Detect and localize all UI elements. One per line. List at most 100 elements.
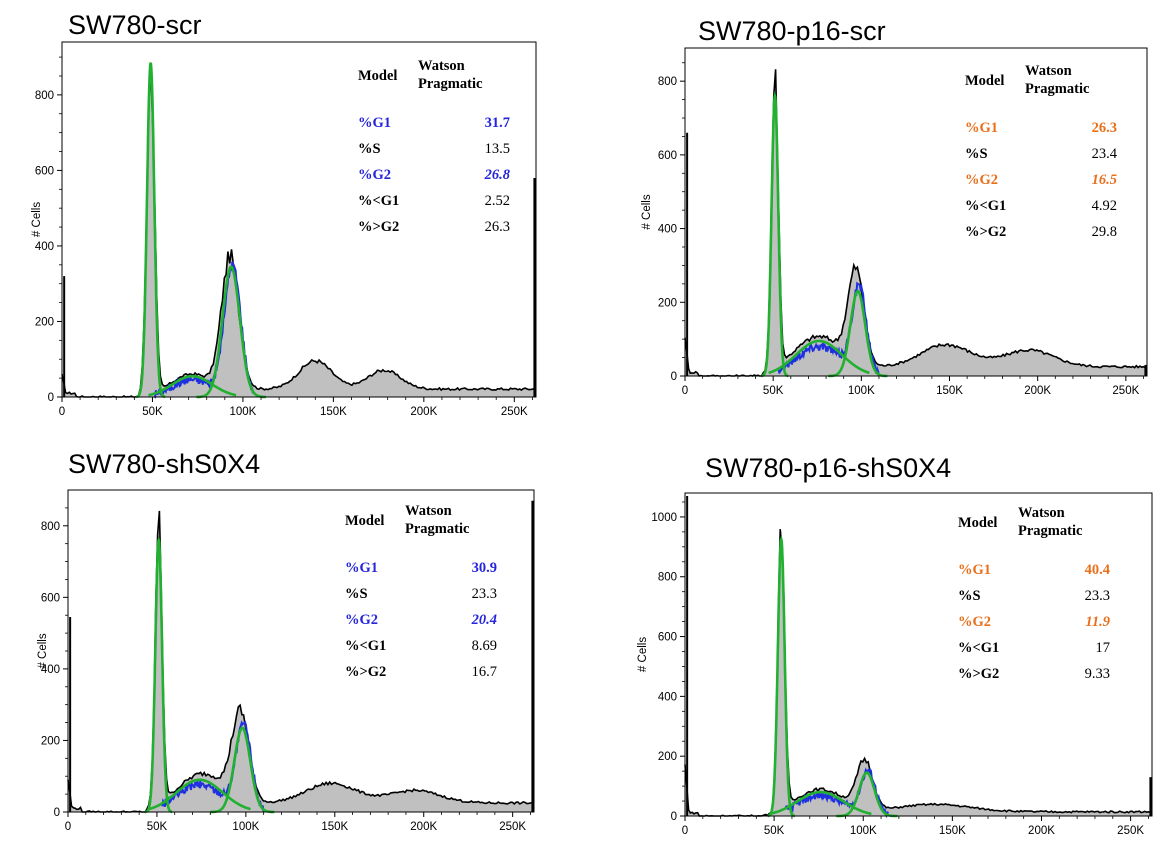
histogram-fill — [62, 71, 536, 397]
x-tick-label: 250K — [501, 406, 528, 418]
y-tick-label: 600 — [41, 592, 60, 604]
plot-frame — [684, 492, 1153, 817]
stats-model-value-line2: Pragmatic — [405, 521, 470, 537]
stats-row-label: %G2 — [358, 167, 391, 183]
x-tick-label: 250K — [1112, 385, 1139, 397]
y-tick-label: 400 — [41, 664, 60, 676]
y-tick-label: 400 — [658, 691, 677, 703]
stats-row-value: 30.9 — [472, 560, 497, 576]
stats-row-value: 26.8 — [484, 167, 511, 183]
stats-row-label: %S — [358, 141, 381, 157]
y-axis-label: # Cells — [37, 633, 49, 668]
stats-row-value: 13.5 — [485, 141, 510, 157]
histogram-outline — [61, 71, 537, 398]
x-tick-label: 50K — [142, 406, 163, 418]
fit-g2-green — [196, 265, 267, 399]
stats-model-value-line1: Watson — [1025, 63, 1072, 79]
y-tick-label: 600 — [35, 165, 54, 177]
fit-g2-green — [836, 771, 898, 818]
stats-model-label: Model — [345, 513, 384, 529]
x-tick-label: 250K — [499, 821, 526, 833]
y-tick-label: 0 — [671, 371, 677, 383]
stats-model-value-line1: Watson — [405, 503, 452, 519]
stats-row-label: %>G2 — [358, 219, 399, 235]
stats-row-value: 26.3 — [1092, 120, 1117, 136]
x-tick-label: 200K — [410, 821, 437, 833]
y-tick-label: 200 — [658, 297, 677, 309]
stats-row-label: %>G2 — [965, 224, 1006, 240]
plot-frame — [61, 41, 537, 398]
stats-row-value: 8.69 — [472, 638, 497, 654]
stats-row-value: 20.4 — [471, 612, 497, 628]
stats-row-value: 31.7 — [485, 115, 510, 131]
panel-3: SW780-shS0X4 # Cells 0 50K 100K 150K 200K 250K 0… — [37, 449, 535, 833]
y-tick-label: 600 — [658, 632, 677, 644]
stats-row-label: %G1 — [958, 562, 991, 578]
y-tick-label: 800 — [658, 572, 677, 584]
panel-title: SW780-shS0X4 — [68, 449, 260, 479]
stats-row-label: %>G2 — [345, 664, 386, 680]
fit-g2-green — [828, 289, 888, 378]
fit-g1-green — [135, 62, 166, 399]
y-axis-label: # Cells — [641, 194, 653, 229]
histogram-outline — [684, 529, 1153, 817]
stats-row-value: 2.52 — [485, 193, 510, 209]
y-tick-label: 400 — [35, 241, 54, 253]
fit-g2-green — [210, 726, 275, 814]
x-tick-label: 150K — [939, 825, 966, 837]
histogram-fill — [685, 529, 1152, 816]
stats-row-value: 23.3 — [472, 586, 497, 602]
y-tick-label: 400 — [658, 224, 677, 236]
stats-row-value: 40.4 — [1085, 562, 1110, 578]
stats-row-value: 29.8 — [1092, 224, 1117, 240]
stats-row-label: %S — [965, 146, 988, 162]
fit-s-green — [148, 778, 251, 811]
y-tick-label: 200 — [41, 735, 60, 747]
fit-s-green — [768, 339, 870, 375]
stats-row-label: %>G2 — [958, 666, 999, 682]
stats-row-label: %<G1 — [965, 198, 1006, 214]
fit-s-green — [769, 790, 872, 816]
y-tick-label: 200 — [658, 751, 677, 763]
stats-row-label: %G2 — [345, 612, 378, 628]
stats-row-value: 23.3 — [1085, 588, 1110, 604]
fit-g1-green — [761, 91, 789, 378]
stats-model-label: Model — [358, 68, 397, 84]
x-tick-label: 50K — [763, 385, 784, 397]
x-tick-label: 200K — [1024, 385, 1051, 397]
y-tick-label: 1000 — [651, 512, 677, 524]
fit-g1-green — [144, 535, 173, 814]
panel-title: SW780-p16-shS0X4 — [705, 453, 951, 483]
x-tick-label: 200K — [1028, 825, 1055, 837]
panel-title: SW780-p16-scr — [698, 16, 886, 46]
panel-title: SW780-scr — [68, 10, 202, 40]
stats-row-label: %G1 — [358, 115, 391, 131]
panel-2: SW780-p16-scr # Cells 0 50K 100K 150K 200K 250K… — [641, 16, 1148, 397]
stats-row-label: %G2 — [958, 614, 991, 630]
stats-row-value: 9.33 — [1085, 666, 1110, 682]
y-axis-label: # Cells — [637, 637, 649, 672]
x-tick-label: 150K — [321, 821, 348, 833]
y-tick-label: 800 — [35, 90, 54, 102]
y-tick-label: 800 — [41, 521, 60, 533]
stats-row-label: %S — [958, 588, 981, 604]
histogram-outline — [684, 69, 1148, 377]
histogram-fill — [685, 69, 1147, 377]
stats-row-value: 11.9 — [1085, 614, 1110, 630]
stats-row-label: %G1 — [345, 560, 378, 576]
x-tick-label: 100K — [229, 406, 256, 418]
stats-row-label: %S — [345, 586, 368, 602]
y-tick-label: 0 — [671, 811, 677, 823]
x-tick-label: 0 — [59, 406, 65, 418]
fit-s-green — [148, 374, 237, 397]
stats-row-label: %<G1 — [358, 193, 399, 209]
stats-row-value: 26.3 — [485, 219, 510, 235]
x-tick-label: 100K — [850, 825, 877, 837]
y-tick-label: 0 — [48, 392, 54, 404]
x-tick-label: 100K — [232, 821, 259, 833]
stats-model-value-line2: Pragmatic — [1018, 523, 1083, 539]
stats-model-value-line2: Pragmatic — [1025, 81, 1090, 97]
stats-row-label: %G2 — [965, 172, 998, 188]
histogram-fill — [68, 510, 534, 812]
